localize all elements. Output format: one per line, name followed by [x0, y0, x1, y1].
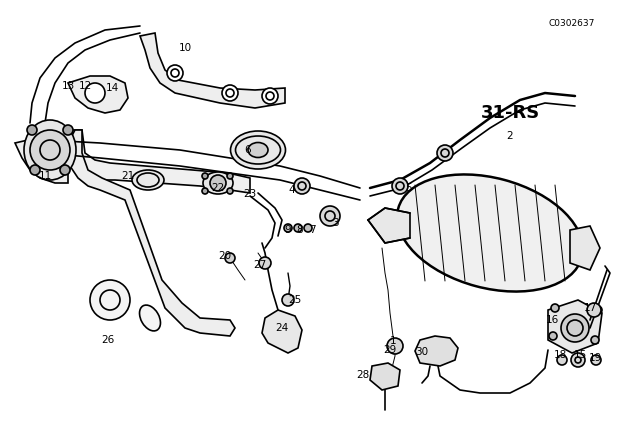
Circle shape [227, 173, 233, 179]
Text: C0302637: C0302637 [549, 18, 595, 27]
Polygon shape [15, 133, 68, 183]
Circle shape [294, 224, 302, 232]
Ellipse shape [230, 131, 285, 169]
Circle shape [549, 332, 557, 340]
Circle shape [571, 353, 585, 367]
Polygon shape [570, 226, 600, 270]
Text: 10: 10 [179, 43, 191, 53]
Text: 15: 15 [573, 350, 587, 360]
Text: 25: 25 [289, 295, 301, 305]
Circle shape [561, 314, 589, 342]
Text: 31-RS: 31-RS [481, 104, 540, 122]
Circle shape [320, 206, 340, 226]
Circle shape [85, 83, 105, 103]
Circle shape [202, 188, 208, 194]
Polygon shape [368, 208, 410, 243]
Circle shape [591, 336, 599, 344]
Ellipse shape [24, 120, 76, 180]
Polygon shape [68, 130, 235, 336]
Text: 8: 8 [297, 225, 303, 235]
Circle shape [222, 85, 238, 101]
Text: 16: 16 [545, 315, 559, 325]
Text: 4: 4 [289, 185, 295, 195]
Text: 20: 20 [218, 251, 232, 261]
Circle shape [294, 178, 310, 194]
Text: 22: 22 [211, 183, 225, 193]
Text: 26: 26 [101, 335, 115, 345]
Ellipse shape [397, 174, 583, 292]
Text: 1: 1 [390, 336, 396, 346]
Circle shape [202, 173, 208, 179]
Polygon shape [370, 363, 400, 390]
Circle shape [594, 306, 602, 314]
Text: 14: 14 [106, 83, 118, 93]
Polygon shape [68, 76, 128, 113]
Text: 13: 13 [61, 81, 75, 91]
Circle shape [284, 224, 292, 232]
Polygon shape [140, 33, 285, 108]
Circle shape [225, 253, 235, 263]
Ellipse shape [203, 172, 233, 194]
Circle shape [30, 130, 70, 170]
Circle shape [282, 294, 294, 306]
Text: 24: 24 [275, 323, 289, 333]
Text: 28: 28 [356, 370, 370, 380]
Circle shape [90, 280, 130, 320]
Text: 12: 12 [78, 81, 92, 91]
Ellipse shape [132, 170, 164, 190]
Text: 6: 6 [244, 145, 252, 155]
Circle shape [262, 88, 278, 104]
Ellipse shape [248, 142, 268, 158]
Circle shape [63, 125, 73, 135]
Text: 5: 5 [404, 183, 412, 193]
Circle shape [227, 188, 233, 194]
Circle shape [591, 355, 601, 365]
Text: 2: 2 [507, 131, 513, 141]
Text: 9: 9 [285, 225, 291, 235]
Ellipse shape [140, 305, 161, 331]
Circle shape [304, 224, 312, 232]
Text: 27: 27 [253, 260, 267, 270]
Circle shape [210, 175, 226, 191]
Polygon shape [262, 310, 302, 353]
Text: 11: 11 [38, 171, 52, 181]
Text: 7: 7 [308, 225, 316, 235]
Circle shape [557, 355, 567, 365]
Text: 23: 23 [243, 189, 257, 199]
Circle shape [30, 165, 40, 175]
Circle shape [387, 338, 403, 354]
Circle shape [587, 303, 601, 317]
Text: 18: 18 [554, 350, 566, 360]
Text: 19: 19 [588, 353, 602, 363]
Circle shape [60, 165, 70, 175]
Text: 29: 29 [383, 345, 397, 355]
Circle shape [551, 304, 559, 312]
Text: 30: 30 [415, 347, 429, 357]
Circle shape [167, 65, 183, 81]
Polygon shape [68, 130, 250, 193]
Text: 21: 21 [122, 171, 134, 181]
Polygon shape [415, 336, 458, 366]
Circle shape [27, 125, 37, 135]
Circle shape [259, 257, 271, 269]
Text: 3: 3 [332, 218, 339, 228]
Polygon shape [548, 300, 602, 353]
Circle shape [392, 178, 408, 194]
Text: 17: 17 [584, 303, 596, 313]
Circle shape [437, 145, 453, 161]
